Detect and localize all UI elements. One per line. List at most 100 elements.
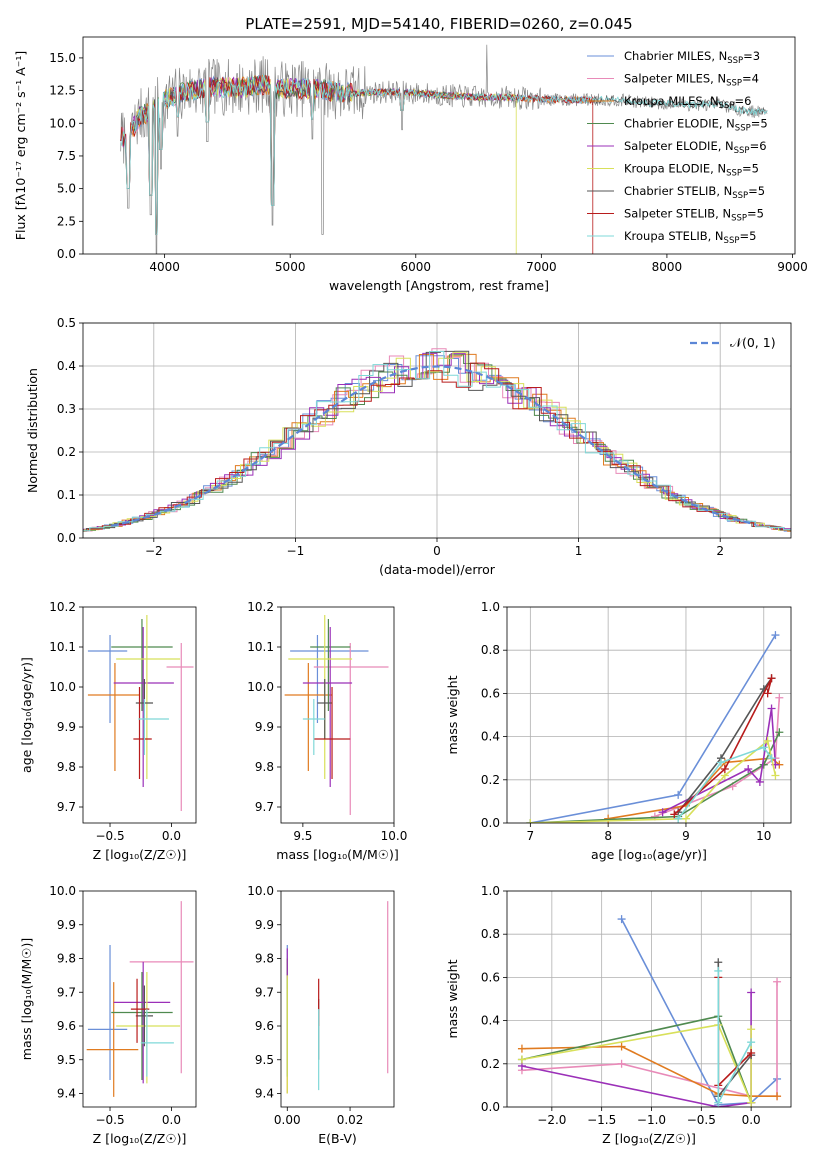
y-tick-label: 9.4 bbox=[255, 1087, 274, 1101]
age-vs-mass-panel: 9.5 10.0 9.7 9.8 9.9 10.0 10.1 10.2 mass [log₁₀(… bbox=[247, 600, 407, 862]
legend-label-tail: =6 bbox=[734, 94, 751, 108]
y-tick-label: 0.6 bbox=[481, 970, 500, 984]
series-point-marker bbox=[714, 958, 723, 967]
y-tick-label: 10.2 bbox=[247, 600, 274, 614]
plot-frame bbox=[506, 890, 792, 1108]
x-tick-label: −0.5 bbox=[95, 1113, 124, 1127]
x-axis-label: wavelength [Angstrom, rest frame] bbox=[329, 278, 549, 293]
legend-label-text: Chabrier STELIB, N bbox=[624, 184, 732, 198]
series-point-marker bbox=[773, 1092, 782, 1101]
x-tick-label: −1.0 bbox=[637, 1113, 666, 1127]
legend-label-tail: =6 bbox=[750, 139, 767, 153]
y-tick-label: 0.8 bbox=[481, 927, 500, 941]
legend-label-text: Kroupa MILES, N bbox=[624, 94, 719, 108]
y-tick-label: 0.2 bbox=[57, 445, 76, 459]
legend-label-subscript: SSP bbox=[719, 101, 735, 111]
errorbar-point bbox=[87, 635, 128, 723]
x-tick-label: 9000 bbox=[777, 260, 808, 274]
series-point-marker bbox=[526, 819, 535, 823]
histogram-step bbox=[83, 351, 791, 532]
x-tick-label: 0.00 bbox=[274, 1113, 301, 1127]
model-spectrum-line bbox=[120, 73, 768, 235]
plot-frame bbox=[506, 606, 792, 824]
errorbar-point bbox=[302, 699, 325, 755]
legend-label-text: Salpeter MILES, N bbox=[624, 72, 726, 86]
y-tick-label: 9.8 bbox=[255, 760, 274, 774]
errorbar-point bbox=[138, 699, 169, 755]
errorbar-point bbox=[166, 643, 194, 811]
series-point-marker bbox=[517, 1055, 526, 1064]
y-tick-label: 9.8 bbox=[255, 952, 274, 966]
series-point-marker bbox=[775, 693, 784, 702]
plot-frame bbox=[280, 890, 395, 1108]
legend-label-subscript: SSP bbox=[732, 191, 748, 201]
series-point-marker bbox=[744, 765, 753, 773]
legend-label: Kroupa MILES, NSSP=6 bbox=[624, 94, 751, 111]
spectrum-panel: 4000 5000 6000 7000 8000 9000 0.0 2.5 5.0 7.5 10.0… bbox=[13, 15, 808, 293]
series-point-marker bbox=[617, 915, 626, 924]
series-line bbox=[530, 731, 781, 823]
y-tick-label: 0.4 bbox=[481, 1014, 500, 1028]
x-tick-label: 8 bbox=[604, 829, 612, 843]
x-axis-label: mass [log₁₀(M/M☉)] bbox=[276, 847, 398, 862]
y-tick-label: 2.5 bbox=[57, 214, 76, 228]
y-tick-label: 9.4 bbox=[57, 1087, 76, 1101]
series-point-marker bbox=[720, 765, 729, 773]
y-tick-label: 0.2 bbox=[481, 773, 500, 787]
line-plot-area bbox=[526, 631, 784, 823]
legend-label-subscript: SSP bbox=[726, 79, 742, 89]
series-point-marker bbox=[755, 777, 764, 786]
legend-label: Chabrier MILES, NSSP=3 bbox=[624, 49, 760, 66]
x-tick-label: 0.0 bbox=[162, 1113, 181, 1127]
legend-label: Chabrier ELODIE, NSSP=5 bbox=[624, 117, 768, 134]
plot-frame bbox=[82, 322, 792, 539]
series-point-marker bbox=[716, 758, 725, 767]
y-tick-label: 1.0 bbox=[481, 884, 500, 898]
y-tick-label: 15.0 bbox=[49, 51, 76, 65]
y-tick-label: 5.0 bbox=[57, 182, 76, 196]
x-tick-label: 9.5 bbox=[293, 829, 312, 843]
errorbar-point bbox=[140, 1009, 174, 1077]
errorbar-plot-area bbox=[286, 901, 389, 1094]
errorbar-plot-area bbox=[86, 901, 194, 1097]
errorbar-point bbox=[86, 982, 139, 1097]
series-point-marker bbox=[681, 814, 690, 823]
x-tick-label: 7 bbox=[527, 829, 535, 843]
errorbar-point bbox=[313, 687, 351, 779]
legend-label: Salpeter STELIB, NSSP=5 bbox=[624, 207, 764, 224]
mass-weight-series bbox=[617, 915, 782, 1107]
x-tick-label: 0.02 bbox=[337, 1113, 364, 1127]
plot-frame bbox=[82, 890, 197, 1108]
legend-label-tail: =5 bbox=[748, 184, 765, 198]
errorbar-point bbox=[116, 972, 181, 1084]
errorbar-point bbox=[135, 985, 154, 1047]
mass-weight-series bbox=[674, 674, 776, 817]
plot-frame bbox=[82, 606, 197, 824]
legend-label-text: Chabrier MILES, N bbox=[624, 49, 727, 63]
legend-label: Salpeter MILES, NSSP=4 bbox=[624, 72, 759, 89]
spectrum-plot-area bbox=[120, 44, 768, 254]
x-tick-label: −1.5 bbox=[587, 1113, 616, 1127]
legend-label-subscript: SSP bbox=[726, 169, 742, 179]
histogram-plot-area bbox=[83, 348, 791, 532]
x-tick-label: −0.5 bbox=[95, 829, 124, 843]
legend-label-tail: =4 bbox=[742, 72, 759, 86]
y-axis-label: mass weight bbox=[445, 959, 460, 1038]
x-axis-label: Z [log₁₀(Z/Z☉)] bbox=[93, 847, 187, 862]
histogram-legend: 𝒩(0, 1) bbox=[690, 335, 776, 350]
y-tick-label: 9.6 bbox=[255, 1019, 274, 1033]
y-axis-label: mass weight bbox=[445, 675, 460, 754]
x-tick-label: 2 bbox=[716, 544, 724, 558]
y-axis-label: Flux [fλ10⁻¹⁷ erg cm⁻² s⁻¹ A⁻¹] bbox=[13, 51, 28, 240]
errorbar-point bbox=[129, 901, 194, 1074]
errorbar-point bbox=[111, 619, 173, 711]
legend-label: Kroupa STELIB, NSSP=5 bbox=[624, 229, 756, 246]
legend-label-subscript: SSP bbox=[735, 124, 751, 134]
y-tick-label: 9.7 bbox=[255, 800, 274, 814]
x-tick-label: −2 bbox=[145, 544, 163, 558]
errorbar-point bbox=[284, 663, 333, 771]
y-tick-label: 10.2 bbox=[49, 600, 76, 614]
y-tick-label: 10.0 bbox=[49, 680, 76, 694]
errorbar-point bbox=[302, 627, 353, 787]
